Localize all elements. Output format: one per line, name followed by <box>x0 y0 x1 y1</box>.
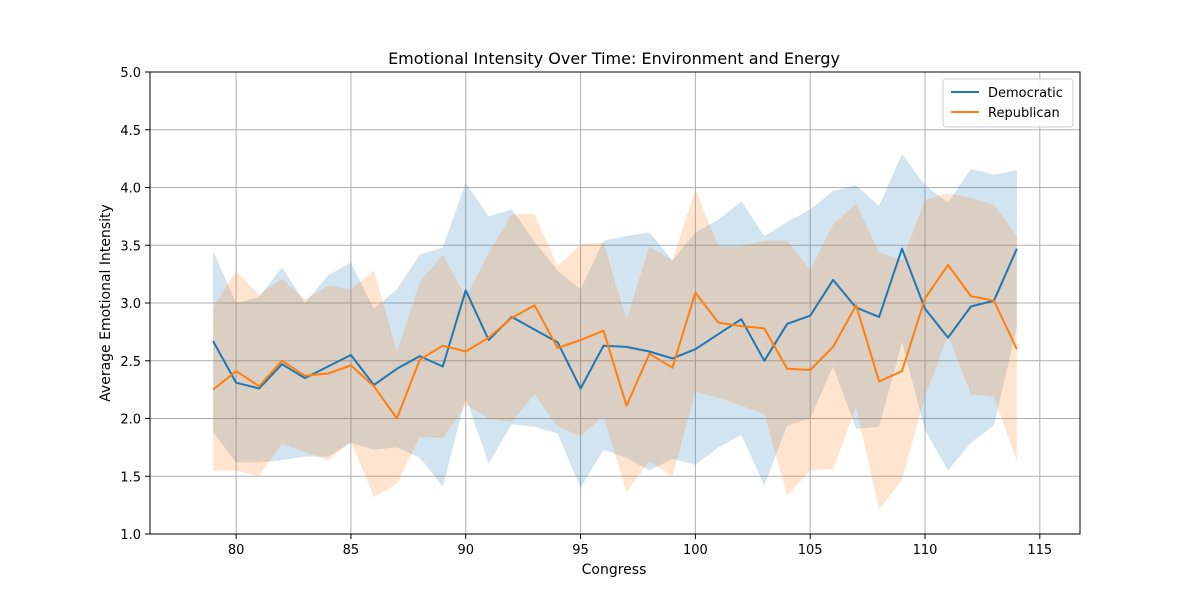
chart-title: Emotional Intensity Over Time: Environme… <box>388 49 840 68</box>
y-tick-label: 4.5 <box>120 124 141 139</box>
line-republican <box>212 263 1018 420</box>
x-tick-label: 95 <box>572 543 589 558</box>
x-axis-label: Congress <box>582 562 647 578</box>
legend-label-democratic: Democratic <box>988 86 1063 101</box>
y-tick-label: 1.5 <box>120 470 141 485</box>
confidence-bands <box>213 154 1017 510</box>
x-tick-label: 105 <box>798 543 823 558</box>
y-tick-label: 1.0 <box>120 528 141 543</box>
y-tick-label: 3.5 <box>120 239 141 254</box>
y-tick-label: 3.0 <box>120 297 141 312</box>
x-tick-label: 80 <box>228 543 245 558</box>
legend-label-republican: Republican <box>988 106 1060 121</box>
y-tick-label: 2.0 <box>120 413 141 428</box>
x-tick-label: 85 <box>343 543 360 558</box>
y-tick-label: 4.0 <box>120 182 141 197</box>
x-tick-label: 90 <box>457 543 474 558</box>
band-republican <box>213 189 1017 510</box>
x-tick-label: 100 <box>683 543 708 558</box>
x-tick-label: 115 <box>1027 543 1052 558</box>
series-lines <box>212 247 1018 420</box>
y-tick-label: 2.5 <box>120 355 141 370</box>
x-tick-label: 110 <box>913 543 938 558</box>
band-democratic <box>213 154 1017 488</box>
y-axis-label: Average Emotional Intensity <box>98 204 114 402</box>
line-democratic <box>212 247 1018 390</box>
axis-ticks: 80 85 90 95 100 105 110 115 1.0 1.5 2.0 2.5 3.0 3.5 4.… <box>120 66 1052 558</box>
legend: Democratic Republican <box>942 78 1074 128</box>
y-tick-label: 5.0 <box>120 66 141 81</box>
